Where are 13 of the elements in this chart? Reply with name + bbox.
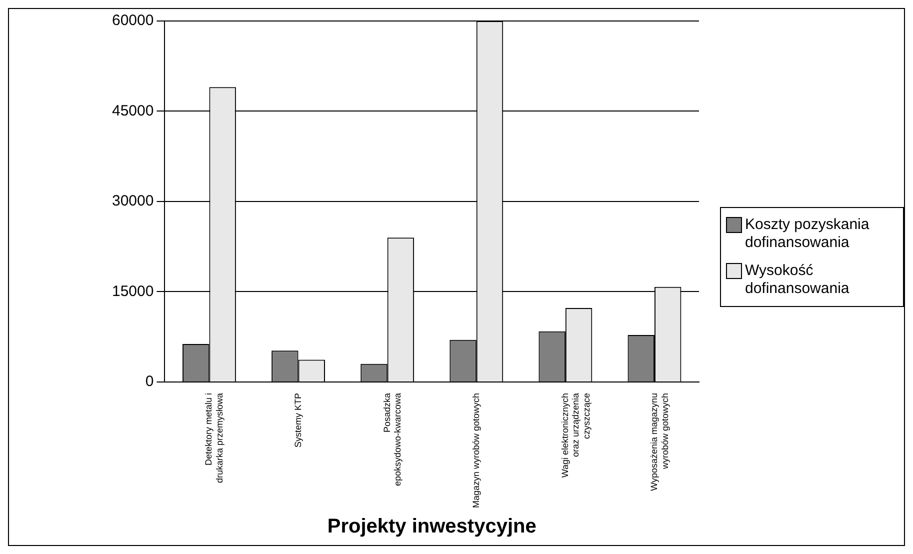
y-tick-label: 30000 <box>112 192 154 210</box>
y-tick-label: 0 <box>145 373 154 390</box>
legend-label: Wysokość dofinansowania <box>745 262 850 298</box>
y-tick-label: 15000 <box>112 282 154 300</box>
x-tick-label: Systemy KTP <box>292 392 303 448</box>
x-tick-label: Posadzka epoksydowo-kwarcowa <box>382 392 403 486</box>
x-tick-label: Magazyn wyrobów gotowych <box>470 392 481 508</box>
legend-label: Koszty pozyskania dofinansowania <box>745 216 870 252</box>
x-axis-title: Projekty inwestycyjne <box>327 516 536 538</box>
x-tick-label: Wagi elektronicznych oraz urządzenia czyszczące <box>560 392 592 478</box>
x-tick-label: Detektory metalu i drukarka przemysłowa <box>204 392 225 483</box>
y-tick-label: 45000 <box>112 102 154 120</box>
y-tick-label: 60000 <box>112 12 154 30</box>
